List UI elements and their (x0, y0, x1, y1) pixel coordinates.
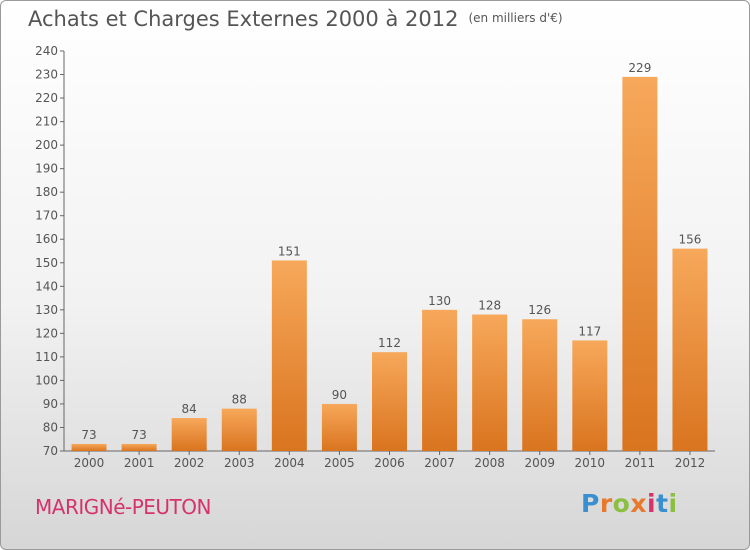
x-tick-label: 2009 (524, 456, 555, 470)
bar-value-label: 117 (578, 324, 601, 338)
bar (221, 408, 257, 451)
bar (321, 403, 357, 451)
x-tick-label: 2004 (274, 456, 305, 470)
x-tick-label: 2007 (424, 456, 455, 470)
bar (472, 314, 508, 451)
bar (372, 352, 407, 451)
title-subtitle: (en milliers d'€) (468, 11, 563, 25)
y-tick-label: 210 (35, 115, 58, 129)
logo-letter: i (647, 489, 657, 518)
bar (71, 443, 107, 451)
bar-value-label: 130 (428, 294, 451, 308)
bar (622, 76, 658, 451)
logo-letter: x (630, 489, 647, 518)
bar-value-label: 73 (131, 428, 146, 442)
y-tick-label: 150 (35, 256, 58, 270)
bar-value-label: 84 (182, 402, 197, 416)
logo-letter: t (656, 489, 669, 518)
bar (271, 260, 307, 451)
bar-value-label: 229 (628, 61, 651, 75)
bar (171, 418, 207, 451)
y-tick-label: 240 (35, 44, 58, 58)
y-tick-label: 100 (35, 373, 58, 387)
bar-value-label: 126 (528, 303, 551, 317)
proxiti-logo: Proxiti (581, 489, 678, 518)
x-tick-label: 2008 (474, 456, 505, 470)
y-tick-label: 80 (43, 420, 58, 434)
bar (522, 319, 558, 451)
x-tick-label: 2011 (625, 456, 656, 470)
commune-name: MARIGNé-PEUTON (35, 495, 211, 519)
x-tick-label: 2002 (174, 456, 205, 470)
x-tick-label: 2003 (224, 456, 255, 470)
y-tick-label: 190 (35, 162, 58, 176)
bar-value-label: 73 (81, 428, 96, 442)
y-tick-label: 220 (35, 91, 58, 105)
bar (422, 309, 458, 451)
bar-value-label: 151 (278, 244, 301, 258)
bar-value-label: 112 (378, 336, 401, 350)
bar-value-label: 88 (232, 393, 247, 407)
x-tick-label: 2001 (124, 456, 155, 470)
bar (672, 248, 708, 451)
y-tick-label: 120 (35, 326, 58, 340)
logo-letter: i (668, 489, 678, 518)
bar (572, 340, 608, 451)
x-tick-label: 2006 (374, 456, 405, 470)
y-tick-label: 170 (35, 209, 58, 223)
y-tick-label: 180 (35, 185, 58, 199)
bar-value-label: 156 (679, 233, 702, 247)
y-tick-label: 160 (35, 232, 58, 246)
title-text: Achats et Charges Externes 2000 à 2012 (28, 7, 459, 31)
bar (121, 443, 157, 451)
bar-value-label: 128 (478, 299, 501, 313)
logo-letter: r (599, 489, 613, 518)
logo-letter: o (612, 489, 631, 518)
y-tick-label: 140 (35, 279, 58, 293)
x-tick-label: 2012 (675, 456, 706, 470)
x-tick-label: 2005 (324, 456, 355, 470)
y-tick-label: 130 (35, 303, 58, 317)
y-tick-label: 200 (35, 138, 58, 152)
y-tick-label: 230 (35, 68, 58, 82)
chart-title: Achats et Charges Externes 2000 à 2012 (e… (28, 7, 563, 31)
x-tick-label: 2010 (575, 456, 606, 470)
x-tick-label: 2000 (74, 456, 105, 470)
y-tick-label: 90 (43, 397, 58, 411)
y-tick-label: 110 (35, 350, 58, 364)
logo-letter: P (581, 489, 600, 518)
y-tick-label: 70 (43, 444, 58, 458)
bar-value-label: 90 (332, 388, 347, 402)
